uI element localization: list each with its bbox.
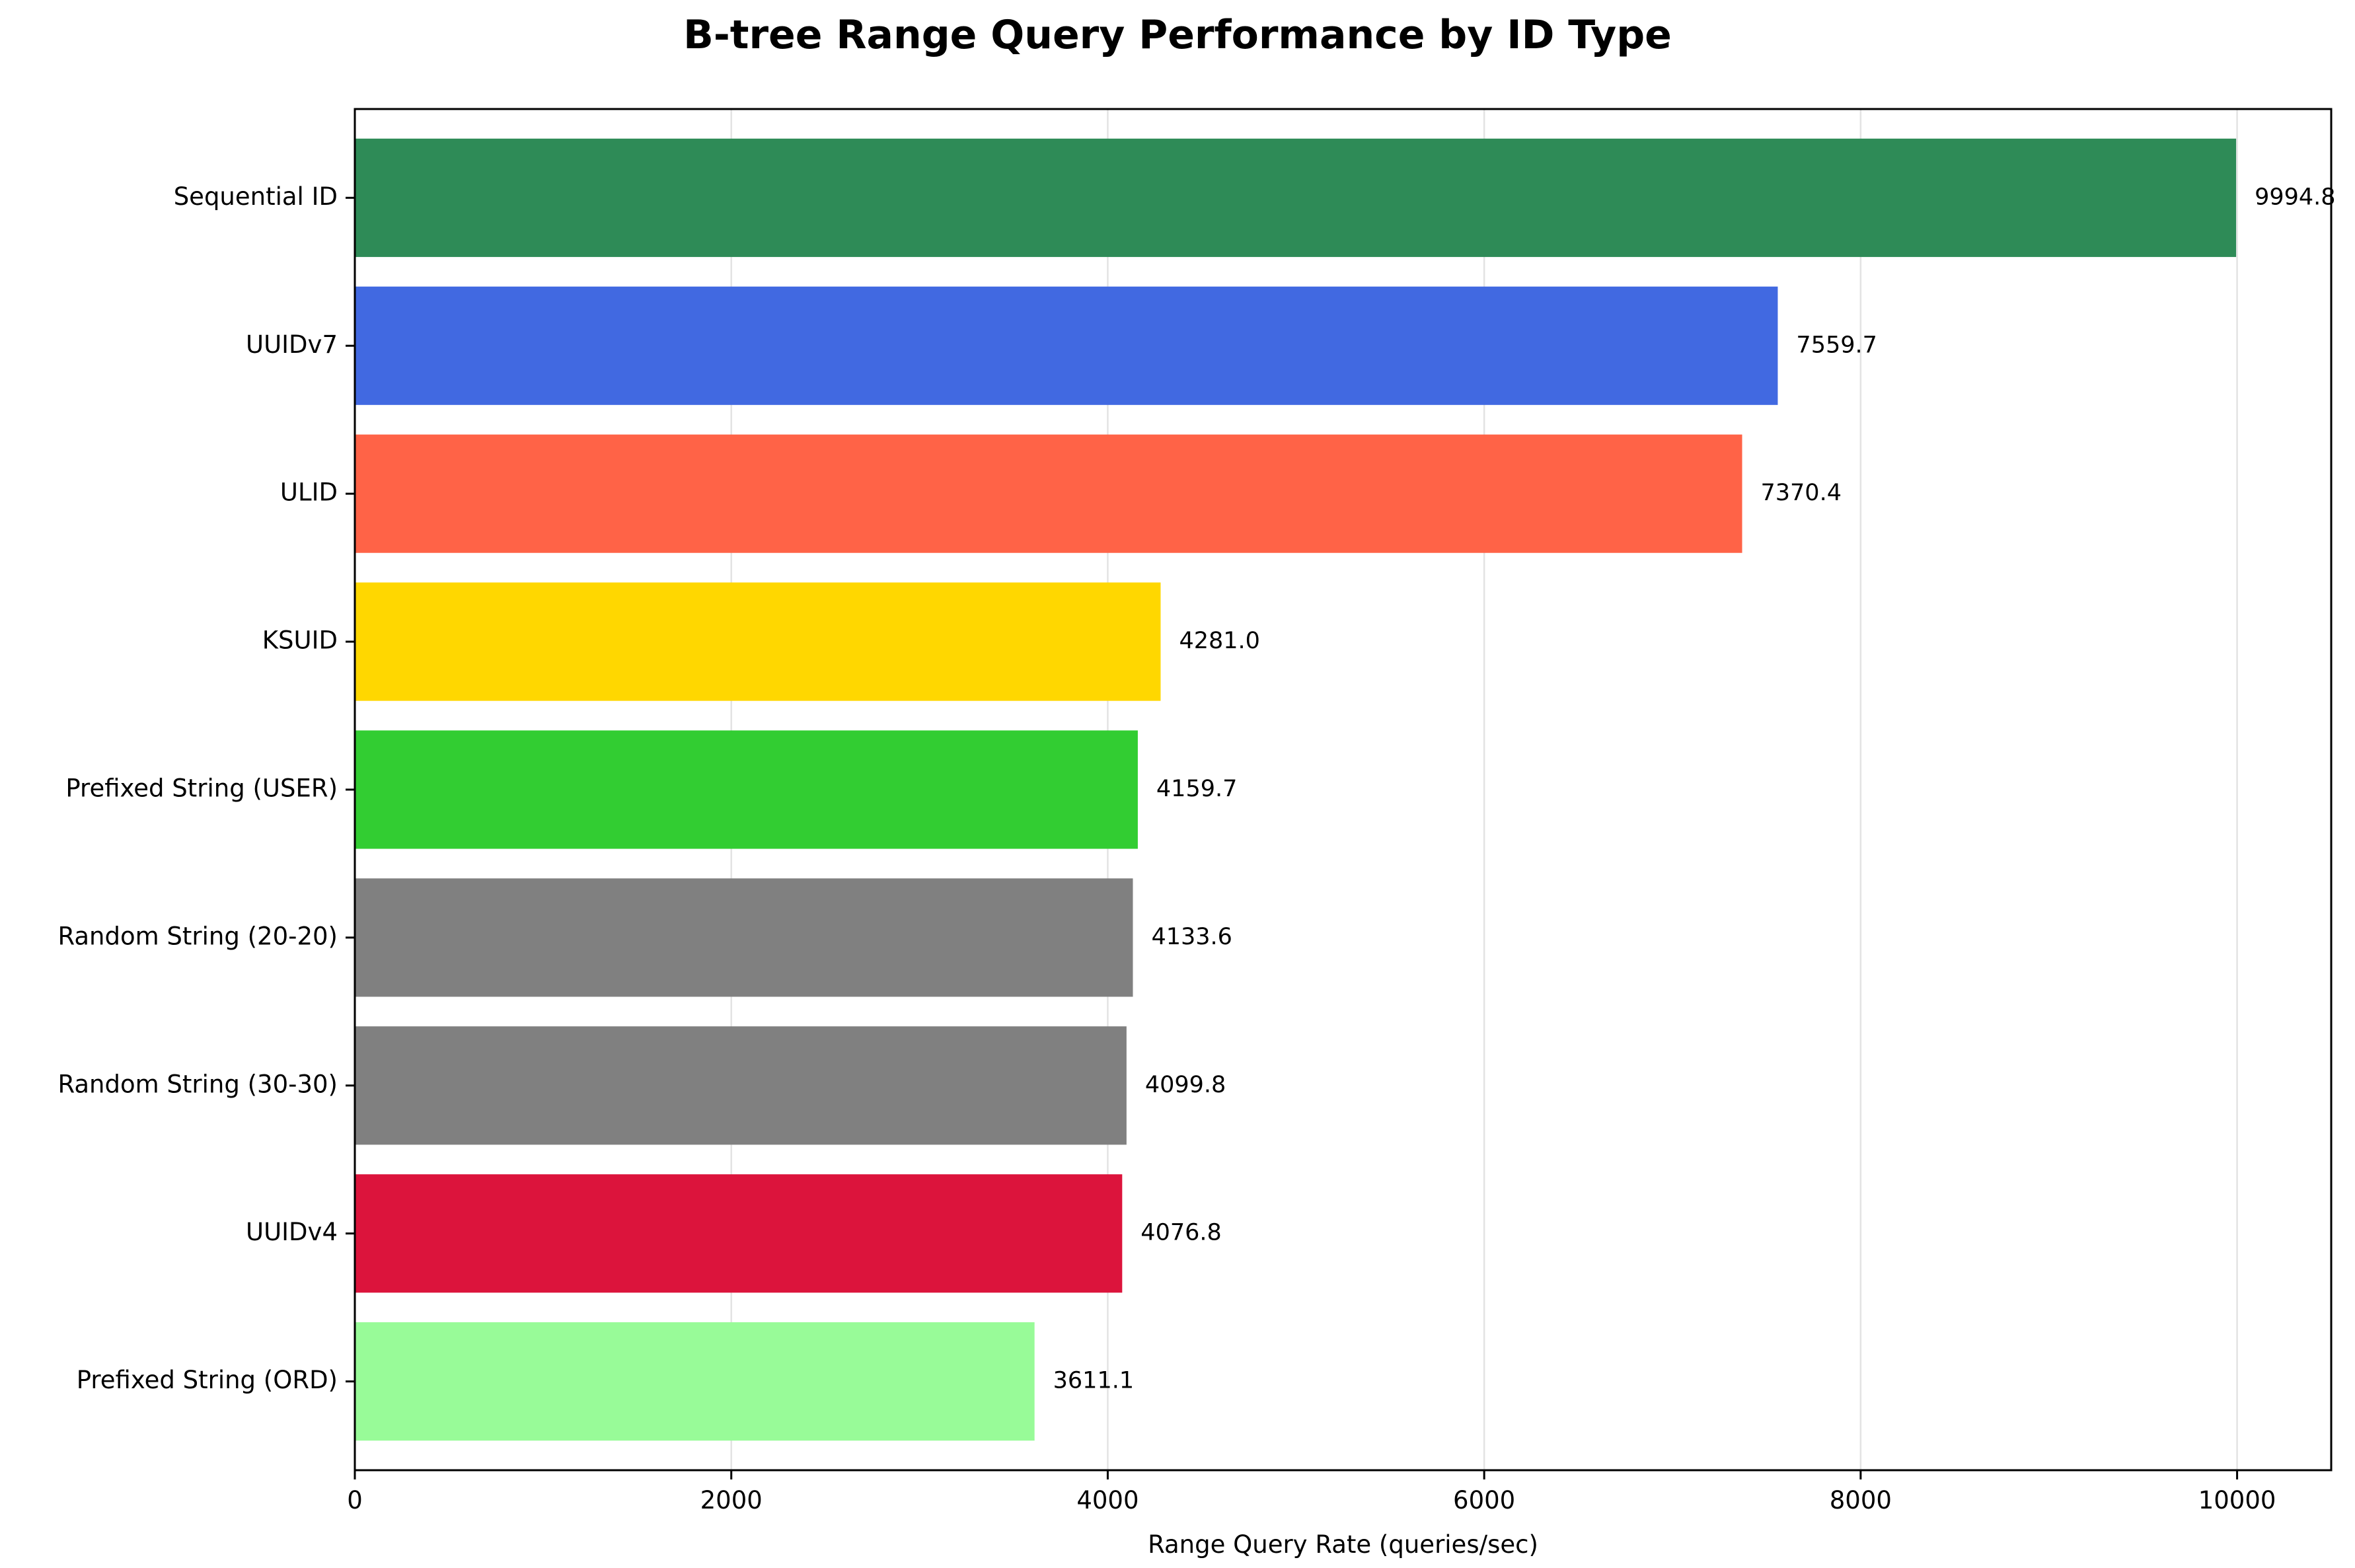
y-tick-label: Prefixed String (ORD) xyxy=(77,1366,338,1394)
bar xyxy=(355,878,1133,997)
x-axis-label: Range Query Rate (queries/sec) xyxy=(1148,1530,1538,1559)
data-label: 3611.1 xyxy=(1053,1368,1134,1394)
x-tick-label: 4000 xyxy=(1076,1486,1139,1514)
data-label: 4159.7 xyxy=(1156,776,1237,802)
bar xyxy=(355,434,1742,553)
data-label: 7370.4 xyxy=(1761,480,1842,506)
y-tick-label: Prefixed String (USER) xyxy=(65,774,338,803)
x-tick-label: 0 xyxy=(347,1486,363,1514)
data-label: 4133.6 xyxy=(1151,924,1232,950)
y-tick-label: Random String (20-20) xyxy=(57,922,338,950)
x-tick-label: 8000 xyxy=(1830,1486,1892,1514)
y-tick-label: KSUID xyxy=(262,626,338,655)
data-label: 4281.0 xyxy=(1179,628,1259,654)
bar xyxy=(355,1322,1035,1441)
bar xyxy=(355,730,1138,849)
x-tick-label: 2000 xyxy=(700,1486,763,1514)
bar xyxy=(355,1174,1123,1293)
x-tick-label: 6000 xyxy=(1453,1486,1515,1514)
y-tick-label: ULID xyxy=(280,478,338,507)
bar xyxy=(355,286,1778,405)
bar xyxy=(355,1026,1127,1145)
chart-title: B-tree Range Query Performance by ID Typ… xyxy=(683,12,1672,58)
data-label: 9994.8 xyxy=(2255,184,2335,210)
y-tick-label: UUIDv4 xyxy=(246,1218,338,1246)
data-label: 4099.8 xyxy=(1145,1072,1226,1098)
y-tick-label: Random String (30-30) xyxy=(57,1070,338,1098)
x-tick-label: 10000 xyxy=(2198,1486,2276,1514)
y-tick-label: UUIDv7 xyxy=(246,330,338,359)
data-label: 7559.7 xyxy=(1796,332,1877,358)
bar xyxy=(355,582,1161,701)
y-tick-label: Sequential ID xyxy=(174,182,338,211)
bar xyxy=(355,138,2237,257)
data-label: 4076.8 xyxy=(1140,1220,1221,1246)
